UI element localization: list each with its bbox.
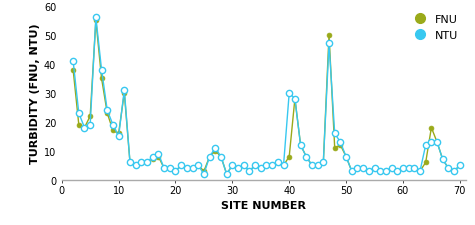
FNU (104, 112, 110, 115)
NTU (304, 155, 309, 158)
FNU (150, 158, 156, 161)
FNU (377, 170, 383, 173)
X-axis label: SITE NUMBER: SITE NUMBER (221, 200, 306, 210)
FNU (451, 170, 457, 173)
NTU (93, 17, 99, 20)
NTU (70, 60, 76, 63)
Line: FNU: FNU (71, 19, 462, 177)
FNU (139, 161, 144, 164)
FNU (304, 155, 309, 158)
Legend: FNU, NTU: FNU, NTU (407, 12, 460, 43)
NTU (139, 161, 144, 164)
FNU (224, 173, 229, 176)
NTU (377, 170, 383, 173)
Y-axis label: TURBIDITY (FNU, NTU): TURBIDITY (FNU, NTU) (29, 23, 39, 163)
NTU (201, 173, 207, 176)
NTU (104, 109, 110, 112)
Line: NTU: NTU (70, 15, 463, 177)
FNU (70, 69, 76, 72)
FNU (457, 164, 463, 167)
NTU (451, 170, 457, 173)
NTU (150, 155, 156, 158)
FNU (93, 20, 99, 22)
NTU (457, 164, 463, 167)
